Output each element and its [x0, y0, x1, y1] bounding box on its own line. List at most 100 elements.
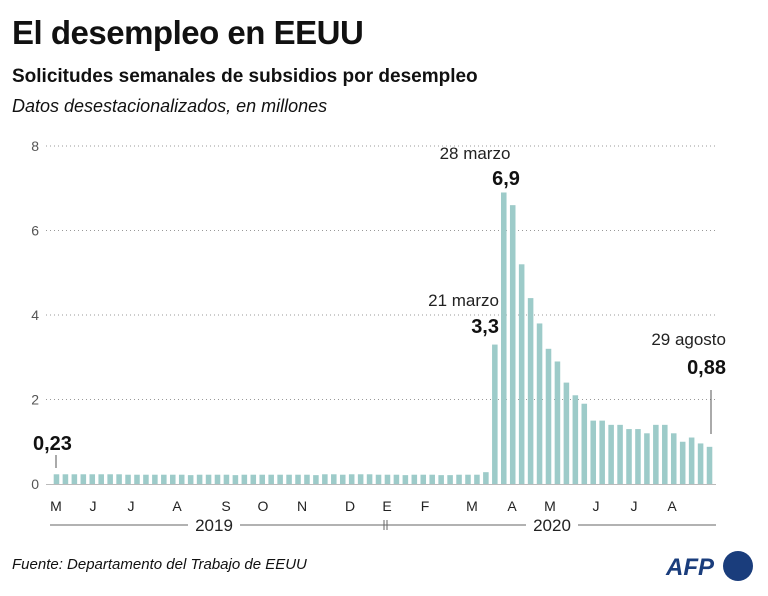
bar — [98, 474, 104, 484]
month-label-5: O — [258, 498, 269, 514]
bar — [331, 474, 337, 484]
year-label-2020: 2020 — [533, 516, 571, 535]
bar — [447, 475, 453, 484]
bar — [644, 433, 650, 484]
bar — [241, 474, 248, 484]
bar — [554, 361, 561, 484]
bar — [80, 474, 87, 484]
bar — [697, 443, 704, 484]
annotation-date-21-marzo: 21 marzo — [428, 291, 499, 310]
bar — [322, 474, 328, 484]
bar — [608, 424, 614, 484]
month-label-3: A — [172, 498, 182, 514]
bar — [223, 474, 230, 484]
month-label-14: J — [631, 498, 638, 514]
month-label-11: A — [507, 498, 517, 514]
bar — [402, 475, 409, 484]
annotations-layer: 0,23 21 marzo 3,3 28 marzo 6,9 29 agosto 0,88 — [33, 144, 726, 468]
bar — [527, 298, 534, 484]
bar — [89, 474, 96, 484]
weekly-claims-bar-chart: 0 2 4 6 8 M J J A S O N D E F M A M J J A 2019 2020 0,23 21 mar… — [31, 138, 726, 535]
bar — [393, 474, 400, 484]
bar — [509, 205, 516, 484]
bar — [169, 474, 176, 484]
bar — [313, 475, 319, 484]
y-tick-label-6: 6 — [31, 223, 39, 239]
afp-logo: AFP — [665, 551, 753, 581]
bar — [670, 433, 677, 484]
bar — [626, 429, 632, 484]
y-tick-label-0: 0 — [31, 476, 39, 492]
bar — [53, 474, 60, 484]
bar — [295, 474, 301, 484]
bar — [536, 323, 543, 484]
bar — [268, 474, 274, 484]
bar — [474, 474, 480, 484]
bar — [653, 424, 659, 484]
bar — [339, 474, 346, 484]
y-tick-label-8: 8 — [31, 138, 39, 154]
bar — [662, 424, 668, 484]
bar — [178, 474, 185, 484]
month-label-8: E — [382, 498, 391, 514]
bar — [572, 395, 579, 484]
bar — [348, 474, 355, 484]
month-label-13: J — [593, 498, 600, 514]
annotation-date-28-marzo: 28 marzo — [440, 144, 511, 163]
bar — [259, 474, 266, 484]
axis-layer: 0 2 4 6 8 M J J A S O N D E F M A M J J A 2019 2020 — [31, 138, 716, 535]
bar — [688, 437, 695, 484]
bar — [161, 474, 167, 484]
bar — [375, 474, 382, 484]
bar — [125, 474, 131, 484]
bar — [107, 474, 113, 484]
month-label-10: M — [466, 498, 478, 514]
bar — [581, 403, 588, 484]
bar — [143, 474, 149, 484]
bar — [492, 344, 498, 484]
month-label-1: J — [90, 498, 97, 514]
bar — [438, 475, 444, 484]
annotation-value-28-marzo: 6,9 — [492, 168, 520, 190]
annotation-date-29-agosto: 29 agosto — [651, 330, 726, 349]
bar — [304, 474, 310, 484]
bar — [357, 474, 364, 484]
chart-title: El desempleo en EEUU — [12, 14, 364, 51]
bar — [277, 474, 283, 484]
bar — [617, 424, 623, 484]
year-label-bg — [526, 516, 578, 534]
bars-layer — [53, 192, 713, 484]
month-label-0: M — [50, 498, 62, 514]
bar — [411, 474, 418, 484]
bar — [232, 475, 239, 484]
bar — [635, 429, 641, 484]
month-label-15: A — [667, 498, 677, 514]
chart-units-note: Datos desestacionalizados, en millones — [12, 96, 328, 116]
bar — [456, 474, 462, 484]
source-note: Fuente: Departamento del Trabajo de EEUU — [12, 556, 307, 573]
bar — [563, 382, 570, 484]
month-label-6: N — [297, 498, 307, 514]
bar — [214, 474, 221, 484]
bar — [599, 420, 605, 484]
y-tick-label-4: 4 — [31, 307, 39, 323]
grid-layer — [46, 145, 716, 400]
bar — [429, 474, 435, 484]
bar — [706, 446, 713, 484]
bar — [134, 474, 140, 484]
year-label-bg — [188, 516, 240, 534]
bar — [250, 474, 257, 484]
bar — [196, 474, 203, 484]
year-label-2019: 2019 — [195, 516, 233, 535]
bar — [590, 420, 597, 484]
bar — [71, 474, 78, 484]
month-label-9: F — [421, 498, 430, 514]
bar — [483, 472, 489, 484]
bar — [62, 474, 69, 484]
bar — [366, 474, 373, 484]
annotation-value-29-agosto: 0,88 — [687, 357, 726, 379]
afp-logo-text: AFP — [665, 554, 715, 581]
month-label-2: J — [128, 498, 135, 514]
bar — [187, 475, 194, 484]
bar — [679, 441, 686, 484]
